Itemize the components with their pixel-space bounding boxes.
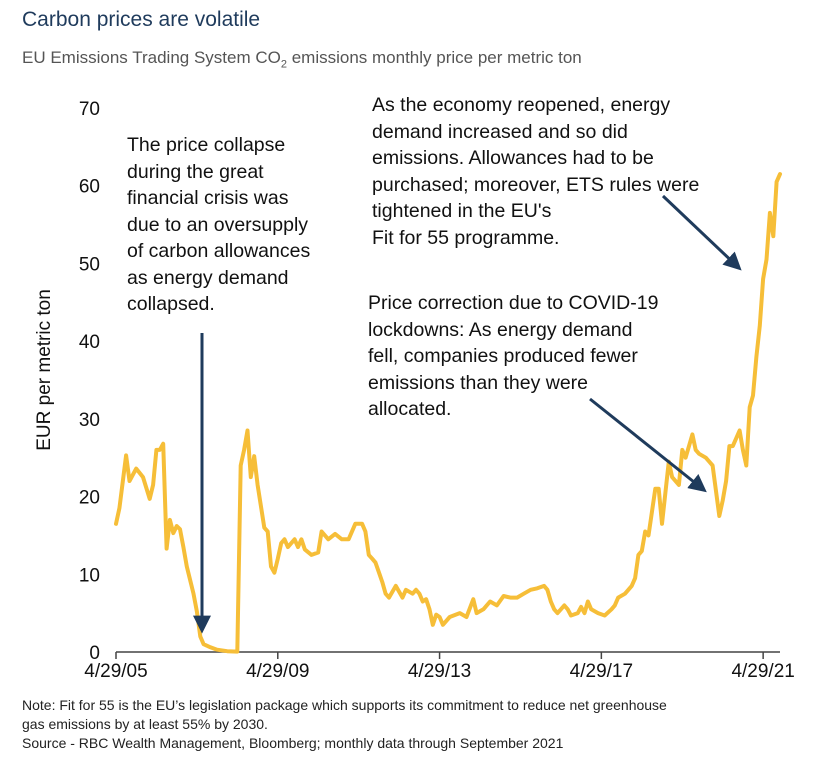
annotation-line: allocated. — [368, 398, 452, 420]
footnote: Note: Fit for 55 is the EU’s legislation… — [22, 696, 667, 753]
annotation-line: Fit for 55 programme. — [372, 226, 560, 249]
covid-arrow — [589, 397, 707, 493]
y-tick-label: 0 — [89, 643, 100, 664]
y-axis-label: EUR per metric ton — [34, 289, 55, 451]
subtitle-rest: emissions monthly price per metric ton — [286, 48, 582, 67]
y-tick-label: 50 — [79, 254, 100, 275]
annotation-line: of carbon allowances — [127, 240, 311, 262]
x-tick-label: 4/29/05 — [84, 661, 147, 682]
annotation-line: emissions. Allowances had to be — [372, 147, 654, 169]
annotation-line: demand increased and so did — [372, 120, 628, 143]
x-tick-label: 4/29/17 — [570, 661, 633, 682]
annotation-line: Price correction due to COVID-19 — [368, 292, 659, 314]
chart-title: Carbon prices are volatile — [22, 8, 261, 31]
y-tick-label: 10 — [79, 565, 100, 586]
footnote-line: gas emissions by at least 55% by 2030. — [22, 716, 268, 732]
subtitle-main: EU Emissions Trading System CO — [22, 48, 281, 67]
annotation-line: tightened in the EU's — [372, 200, 552, 222]
annotation-line: purchased; moreover, ETS rules were — [372, 173, 700, 196]
x-axis-ticks: 4/29/05 4/29/09 4/29/13 4/29/17 4/29/21 — [84, 652, 795, 682]
price-series-line — [114, 172, 782, 654]
y-tick-label: 20 — [79, 488, 100, 509]
annotation-line: financial crisis was — [127, 187, 289, 209]
annotation-line: The price collapse — [127, 134, 286, 156]
annotation-line: as energy demand — [127, 266, 289, 289]
reopen-arrow — [661, 194, 742, 271]
annotation-financial-crisis: The price collapse during the great fina… — [127, 132, 367, 318]
y-tick-label: 40 — [79, 332, 100, 353]
y-tick-label: 30 — [79, 410, 100, 431]
x-tick-label: 4/29/09 — [246, 661, 309, 682]
x-tick-label: 4/29/13 — [408, 661, 471, 682]
annotation-line: emissions than they were — [368, 371, 589, 394]
annotation-covid: Price correction due to COVID-19 lockdow… — [368, 290, 748, 423]
annotation-line: due to an oversupply — [127, 213, 309, 236]
y-tick-label: 70 — [79, 99, 100, 120]
annotation-reopening: As the economy reopened, energy demand i… — [372, 92, 792, 251]
subtitle-subscript: 2 — [280, 58, 287, 71]
x-tick-label: 4/29/21 — [731, 661, 794, 682]
chart-subtitle: EU Emissions Trading System CO2 emission… — [22, 48, 582, 70]
annotation-line: lockdowns: As energy demand — [368, 318, 633, 341]
annotation-line: during the great — [127, 160, 264, 183]
annotation-line: collapsed. — [127, 293, 215, 315]
y-tick-label: 60 — [79, 177, 100, 198]
footnote-line: Note: Fit for 55 is the EU’s legislation… — [22, 697, 667, 713]
annotation-line: As the economy reopened, energy — [372, 94, 671, 116]
annotation-line: fell, companies produced fewer — [368, 345, 638, 367]
y-axis-ticks: 0 10 20 30 40 50 60 70 — [79, 99, 100, 664]
footnote-line: Source - RBC Wealth Management, Bloomber… — [22, 735, 564, 751]
